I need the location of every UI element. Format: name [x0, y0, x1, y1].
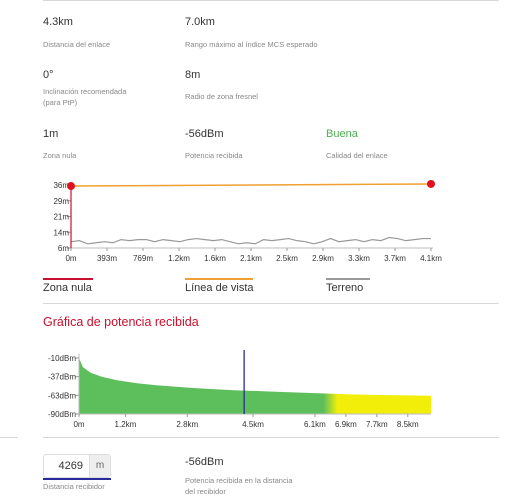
- received-power-label: Potencia recibida: [185, 151, 243, 160]
- x-tick-label: 2.5km: [276, 254, 298, 263]
- x-tick-label: 2.1km: [240, 254, 262, 263]
- x-tick-label: 3.7km: [384, 254, 406, 263]
- los-legend-label: Línea de vista: [185, 282, 254, 294]
- x-tick-label: 0m: [73, 420, 84, 429]
- null-zone-legend-line: [43, 278, 93, 280]
- receiver-power-label: Potencia recibida en la distancia del re…: [185, 476, 293, 496]
- x-tick-label: 6.9km: [335, 420, 357, 429]
- x-tick-label: 1.2km: [168, 254, 190, 263]
- receiver-distance-input[interactable]: 4269 m: [43, 454, 111, 478]
- x-tick-label: 4.1km: [420, 254, 442, 263]
- receiver-distance-underline: [43, 478, 111, 480]
- transmitter-point: [67, 182, 75, 191]
- x-tick-label: 7.7km: [366, 420, 388, 429]
- max-range-value: 7.0km: [185, 16, 215, 28]
- null-zone-legend-label: Zona nula: [43, 282, 92, 294]
- x-tick-label: 2.9km: [312, 254, 334, 263]
- y-tick-label: -10dBm: [48, 354, 76, 363]
- x-tick-label: 2.8km: [176, 420, 198, 429]
- terrain-legend-label: Terreno: [326, 282, 364, 294]
- terrain-legend-line: [326, 278, 370, 280]
- tilt-label: Inclinación recomendada (para PtP): [43, 87, 127, 107]
- link-profile-chart: 6m 14m 21m 29m 36m 0m 393m 769m 1.2km 1.6km 2.1km 2…: [53, 179, 442, 263]
- bottom-divider: [43, 437, 499, 438]
- fresnel-radius-label: Radio de zona fresnel: [185, 92, 258, 101]
- null-zone-value: 1m: [43, 128, 59, 140]
- y-tick-label: 6m: [58, 244, 69, 253]
- terrain-line: [70, 236, 431, 245]
- y-tick-label: 36m: [53, 181, 69, 190]
- x-tick-label: 1.6km: [204, 254, 226, 263]
- los-legend-line: [185, 278, 253, 280]
- x-tick-label: 4.5km: [242, 420, 264, 429]
- power-chart-title: Gráfica de potencia recibida: [43, 315, 199, 329]
- received-power-value: -56dBm: [185, 128, 224, 140]
- x-tick-label: 8.5km: [397, 420, 419, 429]
- top-divider: [43, 0, 499, 1]
- receiver-power-value: -56dBm: [185, 456, 224, 468]
- link-distance-label: Distancia del enlace: [43, 40, 111, 49]
- y-tick-label: -63dBm: [48, 391, 76, 400]
- line-of-sight: [70, 183, 432, 187]
- y-tick-label: 29m: [53, 197, 69, 206]
- fresnel-radius-value: 8m: [185, 69, 201, 81]
- tilt-value: 0°: [43, 69, 54, 81]
- x-tick-label: 3.3km: [348, 254, 370, 263]
- receiver-distance-unit: m: [89, 455, 110, 477]
- received-power-area: [79, 358, 431, 414]
- null-zone-label: Zona nula: [43, 151, 77, 160]
- receiver-distance-label: Distancia recibidor: [43, 482, 105, 491]
- y-tick-label: 21m: [53, 213, 69, 222]
- y-tick-label: -37dBm: [48, 373, 76, 382]
- link-quality-value: Buena: [326, 128, 358, 140]
- max-range-label: Rango máximo al índice MCS esperado: [185, 40, 318, 49]
- y-tick-label: 14m: [53, 228, 69, 237]
- section-divider: [43, 303, 499, 304]
- x-tick-label: 393m: [97, 254, 117, 263]
- link-quality-label: Calidad del enlace: [326, 151, 388, 160]
- x-tick-label: 1.2km: [115, 420, 137, 429]
- x-tick-label: 0m: [65, 254, 76, 263]
- bottom-divider-left: [0, 437, 18, 438]
- link-distance-value: 4.3km: [43, 16, 73, 28]
- x-tick-label: 6.1km: [304, 420, 326, 429]
- x-tick-label: 769m: [133, 254, 153, 263]
- y-tick-label: -90dBm: [48, 410, 76, 419]
- receiver-distance-value[interactable]: 4269: [58, 460, 83, 472]
- receiver-point: [427, 179, 435, 188]
